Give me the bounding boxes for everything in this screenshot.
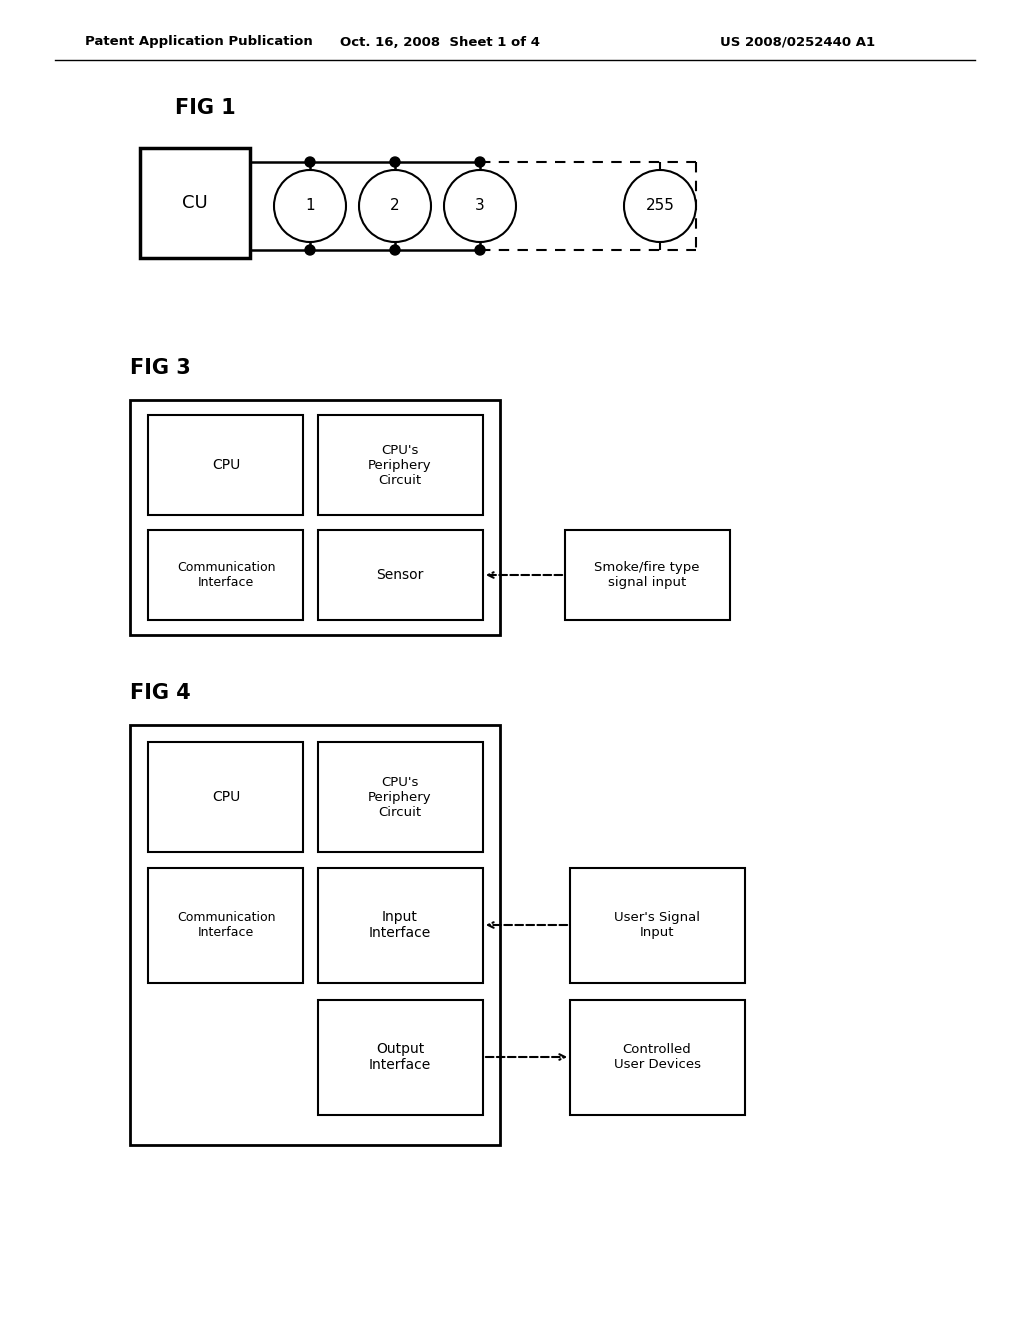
Text: Communication
Interface: Communication Interface [177,561,275,589]
Bar [318,531,483,620]
Circle shape [305,157,315,168]
Text: Controlled
User Devices: Controlled User Devices [613,1043,700,1071]
Text: FIG 4: FIG 4 [130,682,190,704]
Text: Sensor: Sensor [376,568,424,582]
Text: CPU's
Periphery
Circuit: CPU's Periphery Circuit [369,444,432,487]
Bar [570,1001,745,1115]
Bar [318,414,483,515]
Text: FIG 1: FIG 1 [175,98,236,117]
Bar [565,531,730,620]
Circle shape [624,170,696,242]
Circle shape [390,246,400,255]
Text: Communication
Interface: Communication Interface [177,911,275,939]
Text: CU: CU [182,194,208,213]
Text: Output
Interface: Output Interface [369,1041,431,1072]
Text: 3: 3 [475,198,485,214]
Circle shape [274,170,346,242]
Text: US 2008/0252440 A1: US 2008/0252440 A1 [720,36,876,49]
Text: 2: 2 [390,198,399,214]
Text: 255: 255 [645,198,675,214]
Circle shape [475,157,485,168]
Bar [148,531,303,620]
Circle shape [475,246,485,255]
Circle shape [444,170,516,242]
Circle shape [305,246,315,255]
Bar [570,869,745,983]
Text: FIG 3: FIG 3 [130,358,190,378]
Text: Smoke/fire type
signal input: Smoke/fire type signal input [594,561,699,589]
Text: User's Signal
Input: User's Signal Input [614,911,700,939]
Bar [148,742,303,851]
Text: Oct. 16, 2008  Sheet 1 of 4: Oct. 16, 2008 Sheet 1 of 4 [340,36,540,49]
Text: CPU: CPU [212,458,240,473]
Bar [318,869,483,983]
Text: 1: 1 [305,198,314,214]
Text: CPU: CPU [212,789,240,804]
Circle shape [390,157,400,168]
Text: CPU's
Periphery
Circuit: CPU's Periphery Circuit [369,776,432,818]
Circle shape [359,170,431,242]
Bar [130,400,500,635]
Bar [148,414,303,515]
Text: Input
Interface: Input Interface [369,909,431,940]
Bar [148,869,303,983]
Bar [318,1001,483,1115]
Bar [140,148,250,257]
Bar [130,725,500,1144]
Bar [318,742,483,851]
Text: Patent Application Publication: Patent Application Publication [85,36,312,49]
